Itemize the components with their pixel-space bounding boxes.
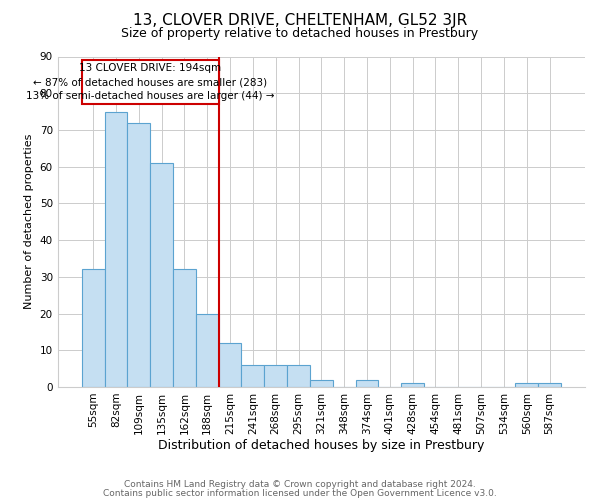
Text: Contains HM Land Registry data © Crown copyright and database right 2024.: Contains HM Land Registry data © Crown c… [124, 480, 476, 489]
Text: 13, CLOVER DRIVE, CHELTENHAM, GL52 3JR: 13, CLOVER DRIVE, CHELTENHAM, GL52 3JR [133, 12, 467, 28]
X-axis label: Distribution of detached houses by size in Prestbury: Distribution of detached houses by size … [158, 440, 485, 452]
Bar [515, 384, 538, 387]
Bar [287, 365, 310, 387]
Bar [218, 343, 241, 387]
Bar [82, 270, 104, 387]
Bar [241, 365, 264, 387]
FancyBboxPatch shape [82, 60, 218, 104]
Text: 13 CLOVER DRIVE: 194sqm
← 87% of detached houses are smaller (283)
13% of semi-d: 13 CLOVER DRIVE: 194sqm ← 87% of detache… [26, 63, 274, 101]
Text: Contains public sector information licensed under the Open Government Licence v3: Contains public sector information licen… [103, 488, 497, 498]
Y-axis label: Number of detached properties: Number of detached properties [24, 134, 34, 310]
Bar [538, 384, 561, 387]
Text: Size of property relative to detached houses in Prestbury: Size of property relative to detached ho… [121, 28, 479, 40]
Bar [150, 163, 173, 387]
Bar [173, 270, 196, 387]
Bar [310, 380, 333, 387]
Bar [264, 365, 287, 387]
Bar [356, 380, 379, 387]
Bar [401, 384, 424, 387]
Bar [196, 314, 218, 387]
Bar [104, 112, 127, 387]
Bar [127, 122, 150, 387]
